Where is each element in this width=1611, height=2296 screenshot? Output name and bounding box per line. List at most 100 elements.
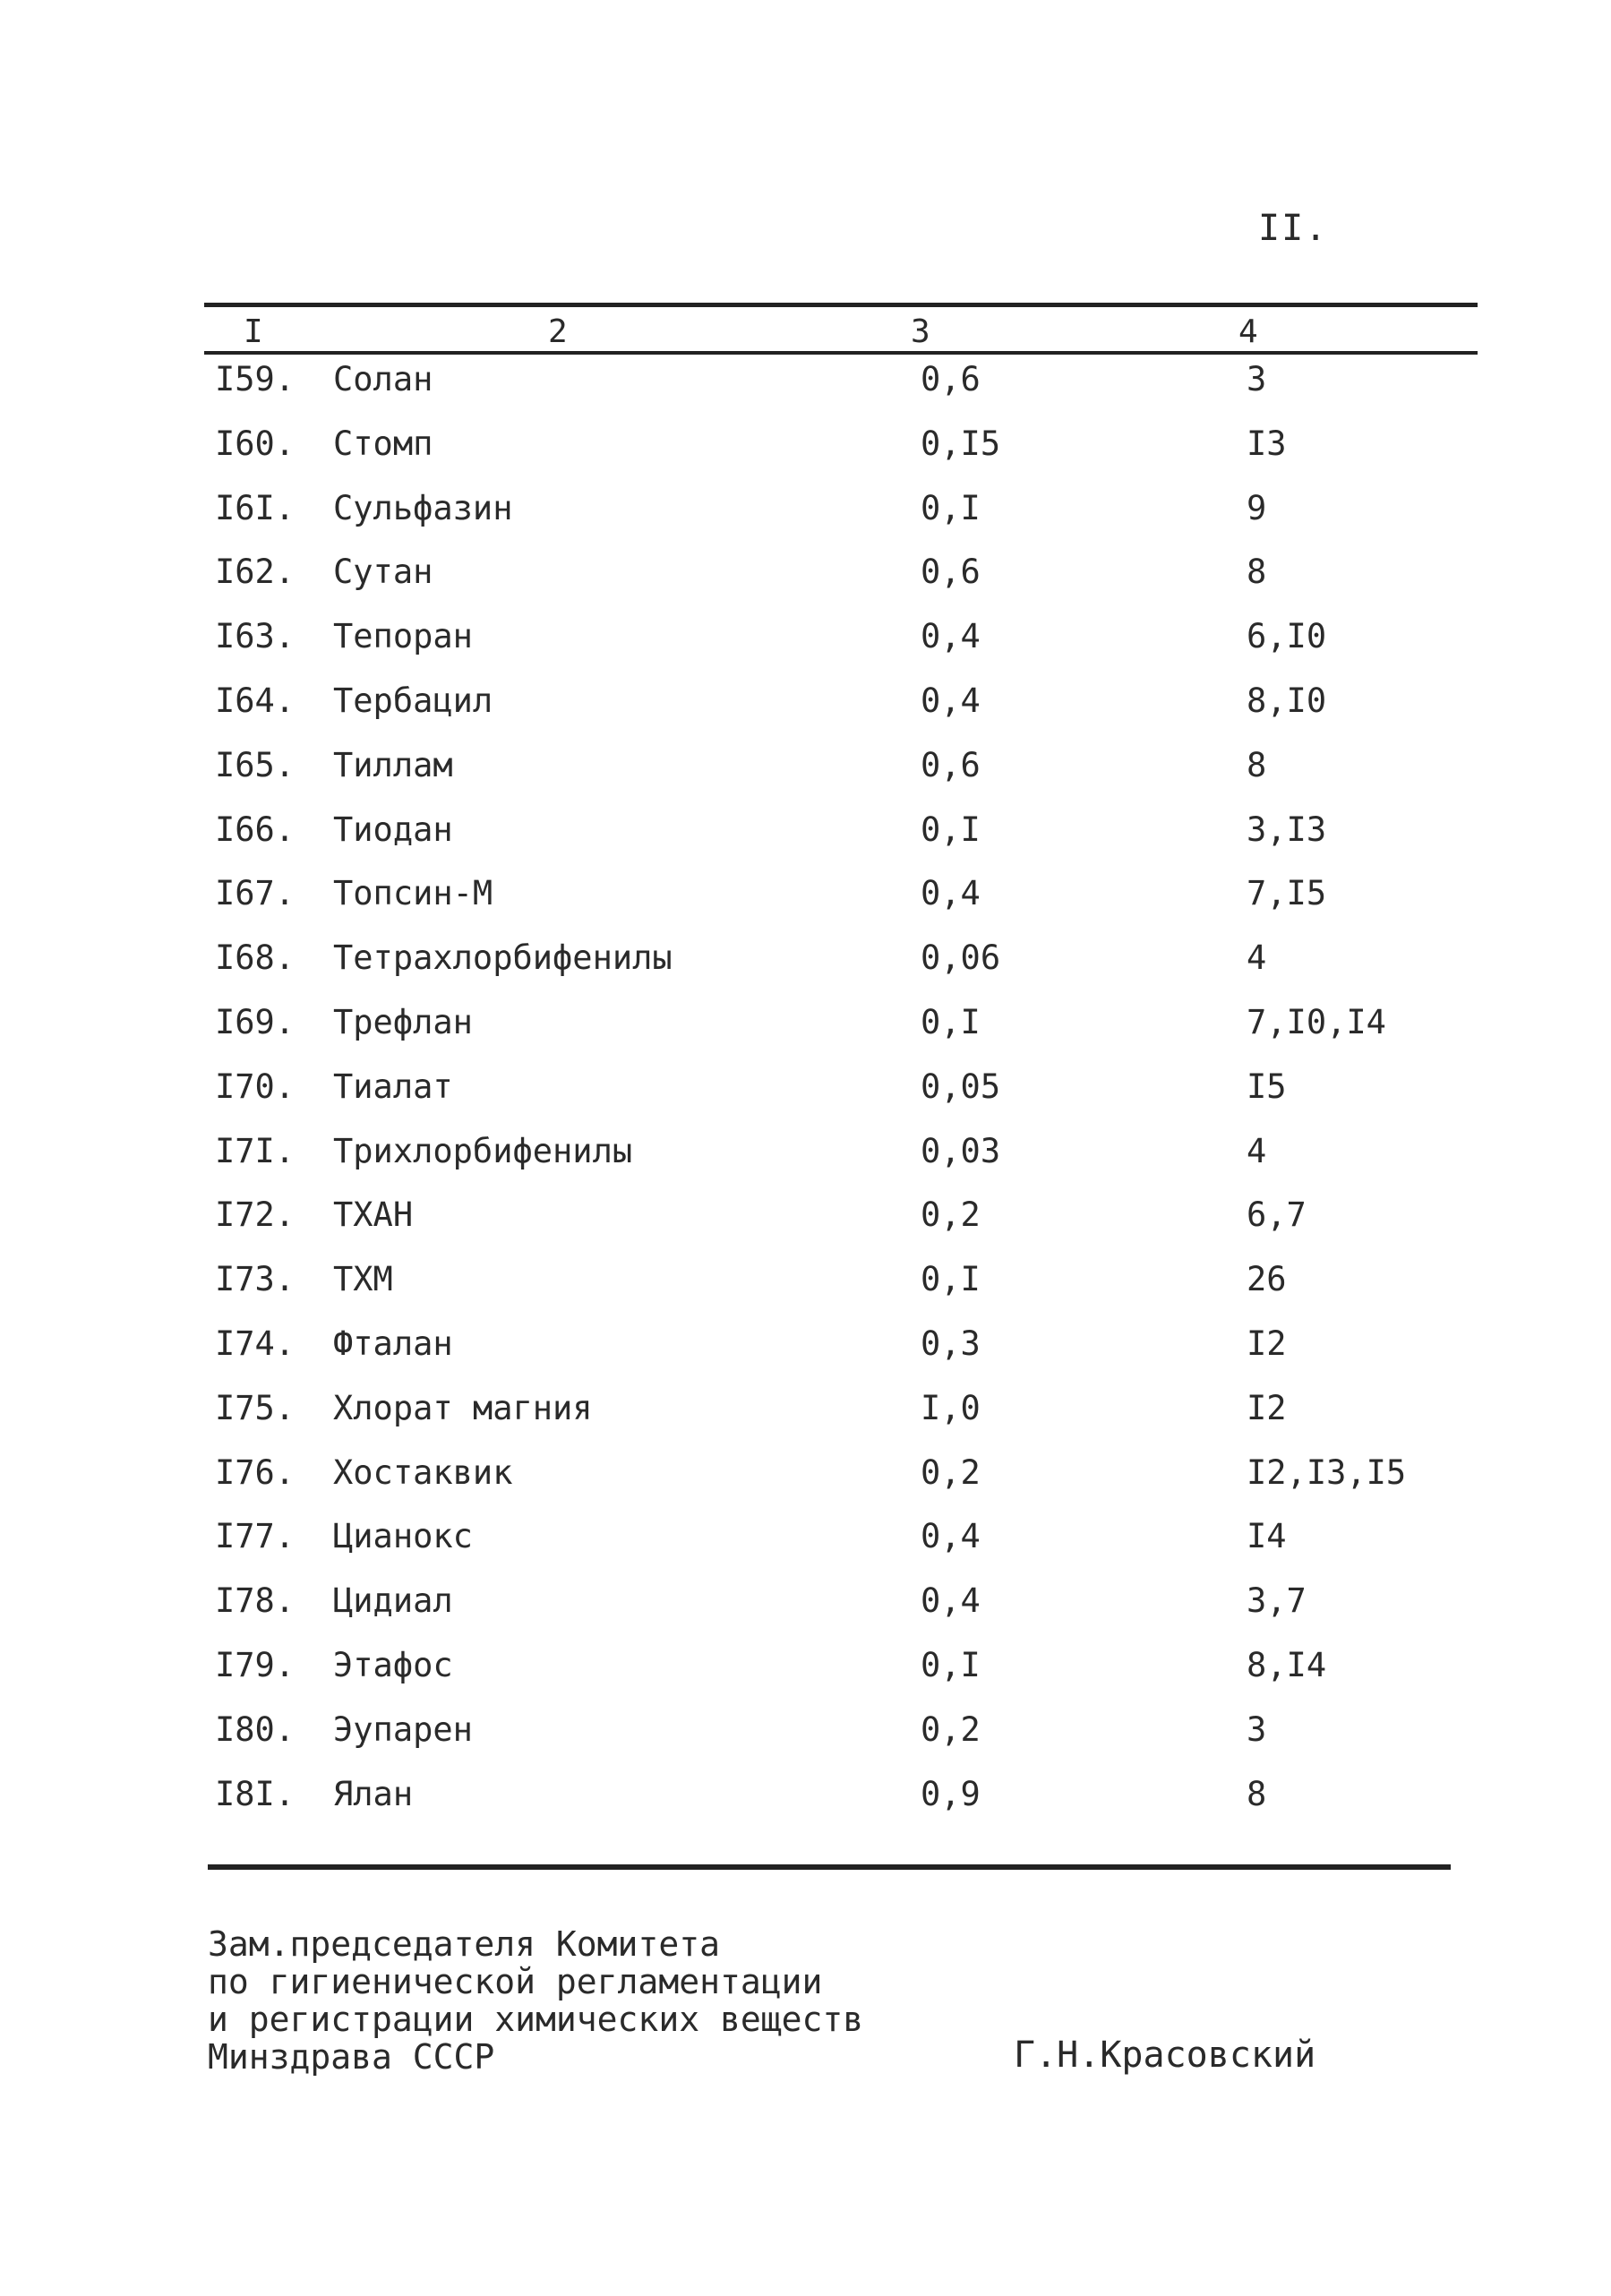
reference-cell: 6,I0 bbox=[1247, 617, 1327, 656]
value-cell: 0,4 bbox=[921, 681, 981, 720]
table-row: I62. Сутан 0,6 8 bbox=[0, 549, 1611, 613]
value-cell: 0,I bbox=[921, 488, 981, 527]
reference-cell: I3 bbox=[1247, 424, 1287, 463]
value-cell: 0,6 bbox=[921, 745, 981, 784]
substance-name: ТХАН bbox=[333, 1195, 414, 1235]
table-row: I59. Солан 0,6 3 bbox=[0, 356, 1611, 421]
reference-cell: 8 bbox=[1247, 553, 1267, 592]
value-cell: 0,2 bbox=[921, 1452, 981, 1492]
reference-cell: 7,I0,I4 bbox=[1247, 1002, 1386, 1041]
value-cell: 0,6 bbox=[921, 553, 981, 592]
reference-cell: I5 bbox=[1247, 1067, 1287, 1106]
table-row: I79. Этафос 0,I 8,I4 bbox=[0, 1642, 1611, 1707]
value-cell: 0,3 bbox=[921, 1324, 981, 1363]
row-number: I69. bbox=[215, 1002, 296, 1041]
reference-cell: 3 bbox=[1247, 1709, 1267, 1749]
row-number: I74. bbox=[215, 1324, 296, 1363]
column-header-1: I bbox=[244, 313, 263, 350]
reference-cell: 6,7 bbox=[1247, 1195, 1307, 1235]
reference-cell: 3,I3 bbox=[1247, 810, 1327, 849]
value-cell: 0,2 bbox=[921, 1709, 981, 1749]
reference-cell: 26 bbox=[1247, 1260, 1287, 1299]
table-row: I67. Топсин-М 0,4 7,I5 bbox=[0, 870, 1611, 935]
table-row: I70. Тиалат 0,05 I5 bbox=[0, 1064, 1611, 1128]
column-header-2: 2 bbox=[548, 313, 568, 350]
reference-cell: 7,I5 bbox=[1247, 874, 1327, 913]
reference-cell: 8,I4 bbox=[1247, 1645, 1327, 1684]
value-cell: 0,6 bbox=[921, 360, 981, 398]
substance-name: Тиодан bbox=[333, 810, 453, 849]
table-row: I77. Цианокс 0,4 I4 bbox=[0, 1513, 1611, 1578]
reference-cell: 8,I0 bbox=[1247, 681, 1327, 720]
row-number: I62. bbox=[215, 553, 296, 592]
substance-table: I59. Солан 0,6 3 I60. Стомп 0,I5 I3 I6I. Сульфази… bbox=[0, 356, 1611, 1835]
table-row: I60. Стомп 0,I5 I3 bbox=[0, 421, 1611, 485]
substance-name: Стомп bbox=[333, 424, 433, 463]
table-row: I7I. Трихлорбифенилы 0,03 4 bbox=[0, 1128, 1611, 1193]
table-top-rule bbox=[204, 303, 1478, 307]
value-cell: 0,06 bbox=[921, 938, 1001, 978]
reference-cell: 4 bbox=[1247, 938, 1267, 978]
signer-name: Г.Н.Красовский bbox=[1014, 2035, 1316, 2076]
substance-name: Тетрахлорбифенилы bbox=[333, 938, 673, 978]
row-number: I63. bbox=[215, 617, 296, 656]
reference-cell: 3 bbox=[1247, 360, 1267, 398]
value-cell: 0,I bbox=[921, 810, 981, 849]
substance-name: Цидиал bbox=[333, 1581, 453, 1621]
table-row: I63. Тепоран 0,4 6,I0 bbox=[0, 613, 1611, 678]
reference-cell: 4 bbox=[1247, 1131, 1267, 1170]
row-number: I7I. bbox=[215, 1131, 296, 1170]
row-number: I64. bbox=[215, 681, 296, 720]
table-row: I64. Тербацил 0,4 8,I0 bbox=[0, 678, 1611, 742]
row-number: I73. bbox=[215, 1260, 296, 1299]
row-number: I77. bbox=[215, 1517, 296, 1556]
substance-name: Топсин-М bbox=[333, 874, 493, 913]
row-number: I75. bbox=[215, 1388, 296, 1427]
substance-name: Трефлан bbox=[333, 1002, 473, 1041]
reference-cell: 8 bbox=[1247, 1774, 1267, 1813]
signature-line: Зам.председателя Комитета bbox=[208, 1924, 720, 1964]
table-row: I8I. Ялан 0,9 8 bbox=[0, 1771, 1611, 1836]
row-number: I66. bbox=[215, 810, 296, 849]
page-number: II. bbox=[1258, 208, 1329, 249]
substance-name: Солан bbox=[333, 360, 433, 398]
reference-cell: I2,I3,I5 bbox=[1247, 1452, 1407, 1492]
reference-cell: 3,7 bbox=[1247, 1581, 1307, 1621]
table-row: I76. Хостаквик 0,2 I2,I3,I5 bbox=[0, 1450, 1611, 1514]
reference-cell: 9 bbox=[1247, 488, 1267, 527]
reference-cell: I2 bbox=[1247, 1388, 1287, 1427]
value-cell: 0,I bbox=[921, 1260, 981, 1299]
table-row: I65. Тиллам 0,6 8 bbox=[0, 742, 1611, 807]
row-number: I78. bbox=[215, 1581, 296, 1621]
substance-name: Хостаквик bbox=[333, 1452, 513, 1492]
substance-name: Ялан bbox=[333, 1774, 414, 1813]
reference-cell: I4 bbox=[1247, 1517, 1287, 1556]
substance-name: Сульфазин bbox=[333, 488, 513, 527]
substance-name: Тиалат bbox=[333, 1067, 453, 1106]
row-number: I59. bbox=[215, 360, 296, 398]
table-row: I73. ТХМ 0,I 26 bbox=[0, 1256, 1611, 1321]
signature-line: и регистрации химических веществ bbox=[208, 2000, 864, 2039]
row-number: I70. bbox=[215, 1067, 296, 1106]
value-cell: I,0 bbox=[921, 1388, 981, 1427]
value-cell: 0,4 bbox=[921, 1517, 981, 1556]
table-header-rule bbox=[204, 351, 1478, 355]
signature-line: Минздрава СССР bbox=[208, 2037, 495, 2077]
column-header-4: 4 bbox=[1238, 313, 1258, 350]
signature-line: по гигиенической регламентации bbox=[208, 1962, 823, 2001]
substance-name: Хлорат магния bbox=[333, 1388, 593, 1427]
value-cell: 0,05 bbox=[921, 1067, 1001, 1106]
row-number: I65. bbox=[215, 745, 296, 784]
row-number: I60. bbox=[215, 424, 296, 463]
row-number: I8I. bbox=[215, 1774, 296, 1813]
column-header-3: 3 bbox=[911, 313, 930, 350]
value-cell: 0,9 bbox=[921, 1774, 981, 1813]
value-cell: 0,4 bbox=[921, 874, 981, 913]
row-number: I80. bbox=[215, 1709, 296, 1749]
value-cell: 0,I bbox=[921, 1002, 981, 1041]
value-cell: 0,2 bbox=[921, 1195, 981, 1235]
substance-name: Тиллам bbox=[333, 745, 453, 784]
row-number: I79. bbox=[215, 1645, 296, 1684]
reference-cell: 8 bbox=[1247, 745, 1267, 784]
reference-cell: I2 bbox=[1247, 1324, 1287, 1363]
